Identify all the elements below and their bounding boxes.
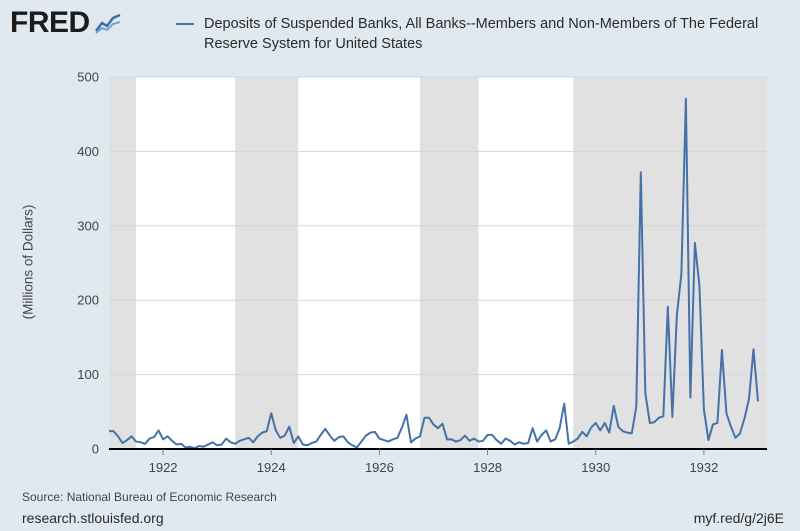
y-tick-labels: 0 100 200 300 400 500 xyxy=(77,70,99,457)
y-tick-label: 100 xyxy=(77,367,99,382)
recession-band xyxy=(419,77,479,449)
recession-band xyxy=(235,77,299,449)
legend-line-swatch xyxy=(176,23,194,25)
site-link[interactable]: research.stlouisfed.org xyxy=(22,510,164,526)
y-tick-label: 300 xyxy=(77,218,99,233)
fred-logo-text: FRED xyxy=(10,6,90,39)
x-tick-label: 1930 xyxy=(581,460,610,475)
series-lines xyxy=(109,97,759,450)
x-tick-label: 1932 xyxy=(689,460,718,475)
y-tick-label: 200 xyxy=(77,293,99,308)
x-tick-label: 1924 xyxy=(257,460,286,475)
chart-legend: Deposits of Suspended Banks, All Banks--… xyxy=(176,14,776,54)
y-gridlines xyxy=(109,76,767,376)
y-tick-label: 0 xyxy=(92,442,99,457)
y-tick-label: 400 xyxy=(77,144,99,159)
series-line xyxy=(109,97,759,450)
recession-shading xyxy=(109,77,767,449)
fred-chart-mark-icon xyxy=(93,11,122,35)
recession-band xyxy=(573,77,767,449)
y-tick-label: 500 xyxy=(77,70,99,85)
recession-band xyxy=(109,77,137,449)
fred-logo[interactable]: FRED xyxy=(10,6,122,40)
x-tick-labels: 1922 1924 1926 1928 1930 1932 xyxy=(149,460,719,475)
legend-series-label: Deposits of Suspended Banks, All Banks--… xyxy=(204,16,759,52)
source-note: Source: National Bureau of Economic Rese… xyxy=(22,490,277,504)
x-tick-label: 1928 xyxy=(473,460,502,475)
x-tick-label: 1922 xyxy=(149,460,178,475)
short-link[interactable]: myf.red/g/2j6E xyxy=(693,510,784,526)
axes xyxy=(109,448,767,455)
x-tick-label: 1926 xyxy=(365,460,394,475)
